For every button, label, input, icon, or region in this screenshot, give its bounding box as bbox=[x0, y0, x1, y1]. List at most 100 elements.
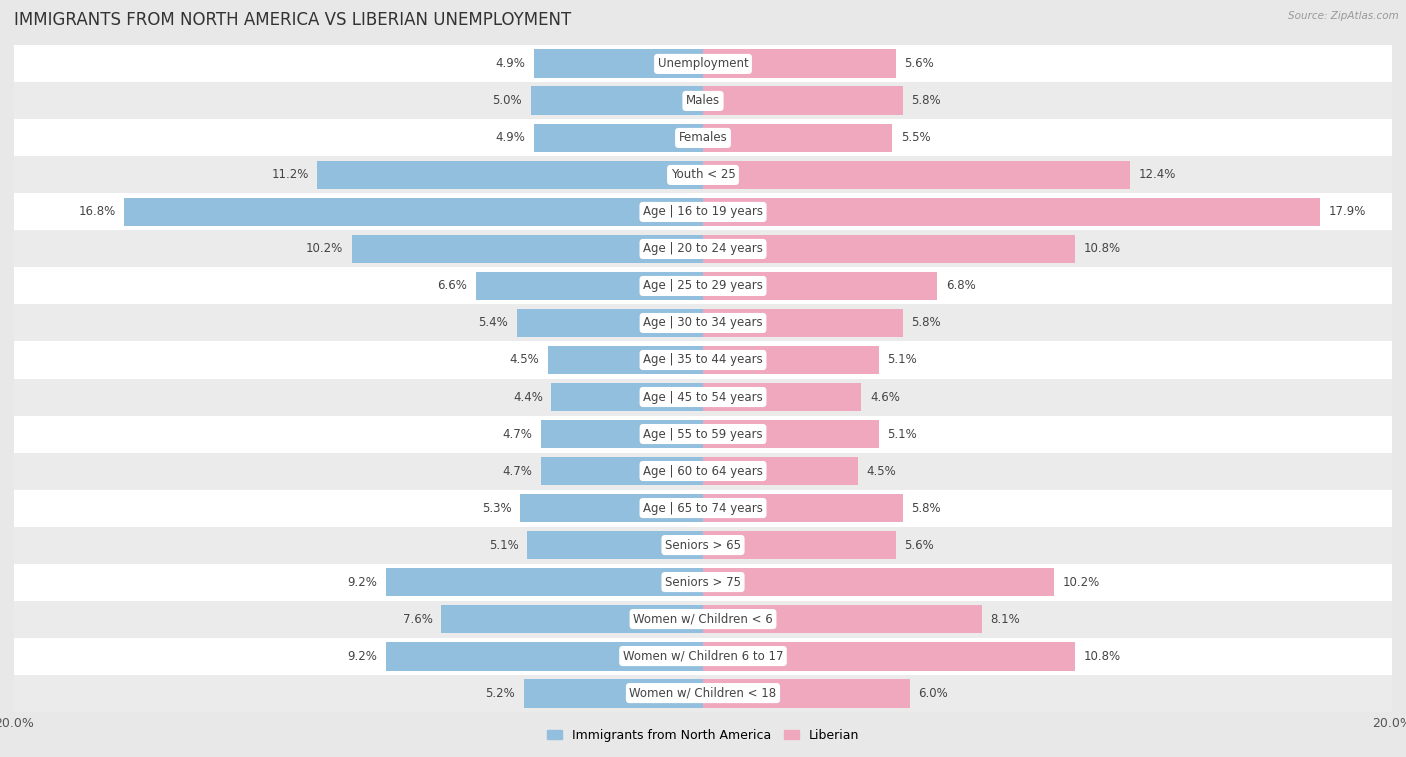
Bar bbox=[14, 416, 1392, 453]
Text: 10.2%: 10.2% bbox=[305, 242, 343, 255]
Text: Women w/ Children 6 to 17: Women w/ Children 6 to 17 bbox=[623, 650, 783, 662]
Bar bbox=[14, 490, 1392, 527]
Bar bbox=[548, 345, 703, 375]
Text: 9.2%: 9.2% bbox=[347, 650, 377, 662]
Text: 12.4%: 12.4% bbox=[1139, 169, 1177, 182]
Bar bbox=[14, 45, 1392, 83]
Text: Age | 30 to 34 years: Age | 30 to 34 years bbox=[643, 316, 763, 329]
Bar bbox=[14, 230, 1392, 267]
Bar bbox=[703, 456, 858, 485]
Text: 4.6%: 4.6% bbox=[870, 391, 900, 403]
Bar bbox=[14, 563, 1392, 600]
Text: 4.5%: 4.5% bbox=[509, 354, 540, 366]
Text: 5.1%: 5.1% bbox=[887, 428, 917, 441]
Bar bbox=[703, 86, 903, 115]
Text: Seniors > 75: Seniors > 75 bbox=[665, 575, 741, 588]
Text: 6.6%: 6.6% bbox=[437, 279, 467, 292]
Bar bbox=[703, 494, 903, 522]
Bar bbox=[703, 382, 862, 412]
Bar bbox=[387, 568, 703, 597]
Text: 5.8%: 5.8% bbox=[911, 95, 941, 107]
Bar bbox=[14, 267, 1392, 304]
Bar bbox=[14, 453, 1392, 490]
Bar bbox=[541, 456, 703, 485]
Bar bbox=[14, 600, 1392, 637]
Text: 5.1%: 5.1% bbox=[489, 538, 519, 552]
Bar bbox=[703, 531, 896, 559]
Bar bbox=[703, 678, 910, 708]
Bar bbox=[14, 378, 1392, 416]
Bar bbox=[14, 194, 1392, 230]
Text: 5.0%: 5.0% bbox=[492, 95, 522, 107]
Text: Age | 55 to 59 years: Age | 55 to 59 years bbox=[643, 428, 763, 441]
Bar bbox=[703, 568, 1054, 597]
Text: 4.7%: 4.7% bbox=[502, 428, 533, 441]
Bar bbox=[318, 160, 703, 189]
Bar bbox=[703, 49, 896, 79]
Text: Age | 60 to 64 years: Age | 60 to 64 years bbox=[643, 465, 763, 478]
Bar bbox=[475, 272, 703, 301]
Text: 5.6%: 5.6% bbox=[904, 538, 934, 552]
Text: 6.0%: 6.0% bbox=[918, 687, 948, 699]
Bar bbox=[534, 49, 703, 79]
Bar bbox=[703, 235, 1076, 263]
Bar bbox=[14, 120, 1392, 157]
Bar bbox=[703, 419, 879, 448]
Text: Age | 20 to 24 years: Age | 20 to 24 years bbox=[643, 242, 763, 255]
Text: Youth < 25: Youth < 25 bbox=[671, 169, 735, 182]
Text: 7.6%: 7.6% bbox=[402, 612, 433, 625]
Bar bbox=[703, 642, 1076, 671]
Bar bbox=[387, 642, 703, 671]
Bar bbox=[520, 494, 703, 522]
Text: Seniors > 65: Seniors > 65 bbox=[665, 538, 741, 552]
Text: Women w/ Children < 6: Women w/ Children < 6 bbox=[633, 612, 773, 625]
Text: Age | 16 to 19 years: Age | 16 to 19 years bbox=[643, 205, 763, 219]
Text: Age | 35 to 44 years: Age | 35 to 44 years bbox=[643, 354, 763, 366]
Bar bbox=[14, 157, 1392, 194]
Text: 5.8%: 5.8% bbox=[911, 502, 941, 515]
Bar bbox=[441, 605, 703, 634]
Text: 4.7%: 4.7% bbox=[502, 465, 533, 478]
Text: Women w/ Children < 18: Women w/ Children < 18 bbox=[630, 687, 776, 699]
Text: 4.9%: 4.9% bbox=[496, 132, 526, 145]
Text: 5.4%: 5.4% bbox=[478, 316, 509, 329]
Bar bbox=[534, 123, 703, 152]
Bar bbox=[527, 531, 703, 559]
Text: Females: Females bbox=[679, 132, 727, 145]
Bar bbox=[703, 160, 1130, 189]
Bar bbox=[14, 83, 1392, 120]
Text: 5.5%: 5.5% bbox=[901, 132, 931, 145]
Text: 10.8%: 10.8% bbox=[1084, 650, 1121, 662]
Text: Age | 65 to 74 years: Age | 65 to 74 years bbox=[643, 502, 763, 515]
Text: 4.5%: 4.5% bbox=[866, 465, 897, 478]
Bar bbox=[541, 419, 703, 448]
Text: 9.2%: 9.2% bbox=[347, 575, 377, 588]
Text: 5.2%: 5.2% bbox=[485, 687, 515, 699]
Bar bbox=[352, 235, 703, 263]
Bar bbox=[14, 637, 1392, 674]
Legend: Immigrants from North America, Liberian: Immigrants from North America, Liberian bbox=[547, 729, 859, 742]
Text: 10.2%: 10.2% bbox=[1063, 575, 1101, 588]
Text: Males: Males bbox=[686, 95, 720, 107]
Bar bbox=[14, 527, 1392, 563]
Text: Source: ZipAtlas.com: Source: ZipAtlas.com bbox=[1288, 11, 1399, 21]
Text: 17.9%: 17.9% bbox=[1329, 205, 1365, 219]
Text: 6.8%: 6.8% bbox=[946, 279, 976, 292]
Bar bbox=[703, 272, 938, 301]
Text: 4.9%: 4.9% bbox=[496, 58, 526, 70]
Text: 11.2%: 11.2% bbox=[271, 169, 308, 182]
Bar bbox=[703, 309, 903, 338]
Text: 5.1%: 5.1% bbox=[887, 354, 917, 366]
Text: Unemployment: Unemployment bbox=[658, 58, 748, 70]
Text: IMMIGRANTS FROM NORTH AMERICA VS LIBERIAN UNEMPLOYMENT: IMMIGRANTS FROM NORTH AMERICA VS LIBERIA… bbox=[14, 11, 571, 30]
Text: 5.8%: 5.8% bbox=[911, 316, 941, 329]
Bar bbox=[14, 674, 1392, 712]
Text: Age | 25 to 29 years: Age | 25 to 29 years bbox=[643, 279, 763, 292]
Bar bbox=[524, 678, 703, 708]
Text: 5.6%: 5.6% bbox=[904, 58, 934, 70]
Bar bbox=[703, 345, 879, 375]
Text: 16.8%: 16.8% bbox=[79, 205, 115, 219]
Bar bbox=[14, 304, 1392, 341]
Bar bbox=[703, 605, 981, 634]
Text: 5.3%: 5.3% bbox=[482, 502, 512, 515]
